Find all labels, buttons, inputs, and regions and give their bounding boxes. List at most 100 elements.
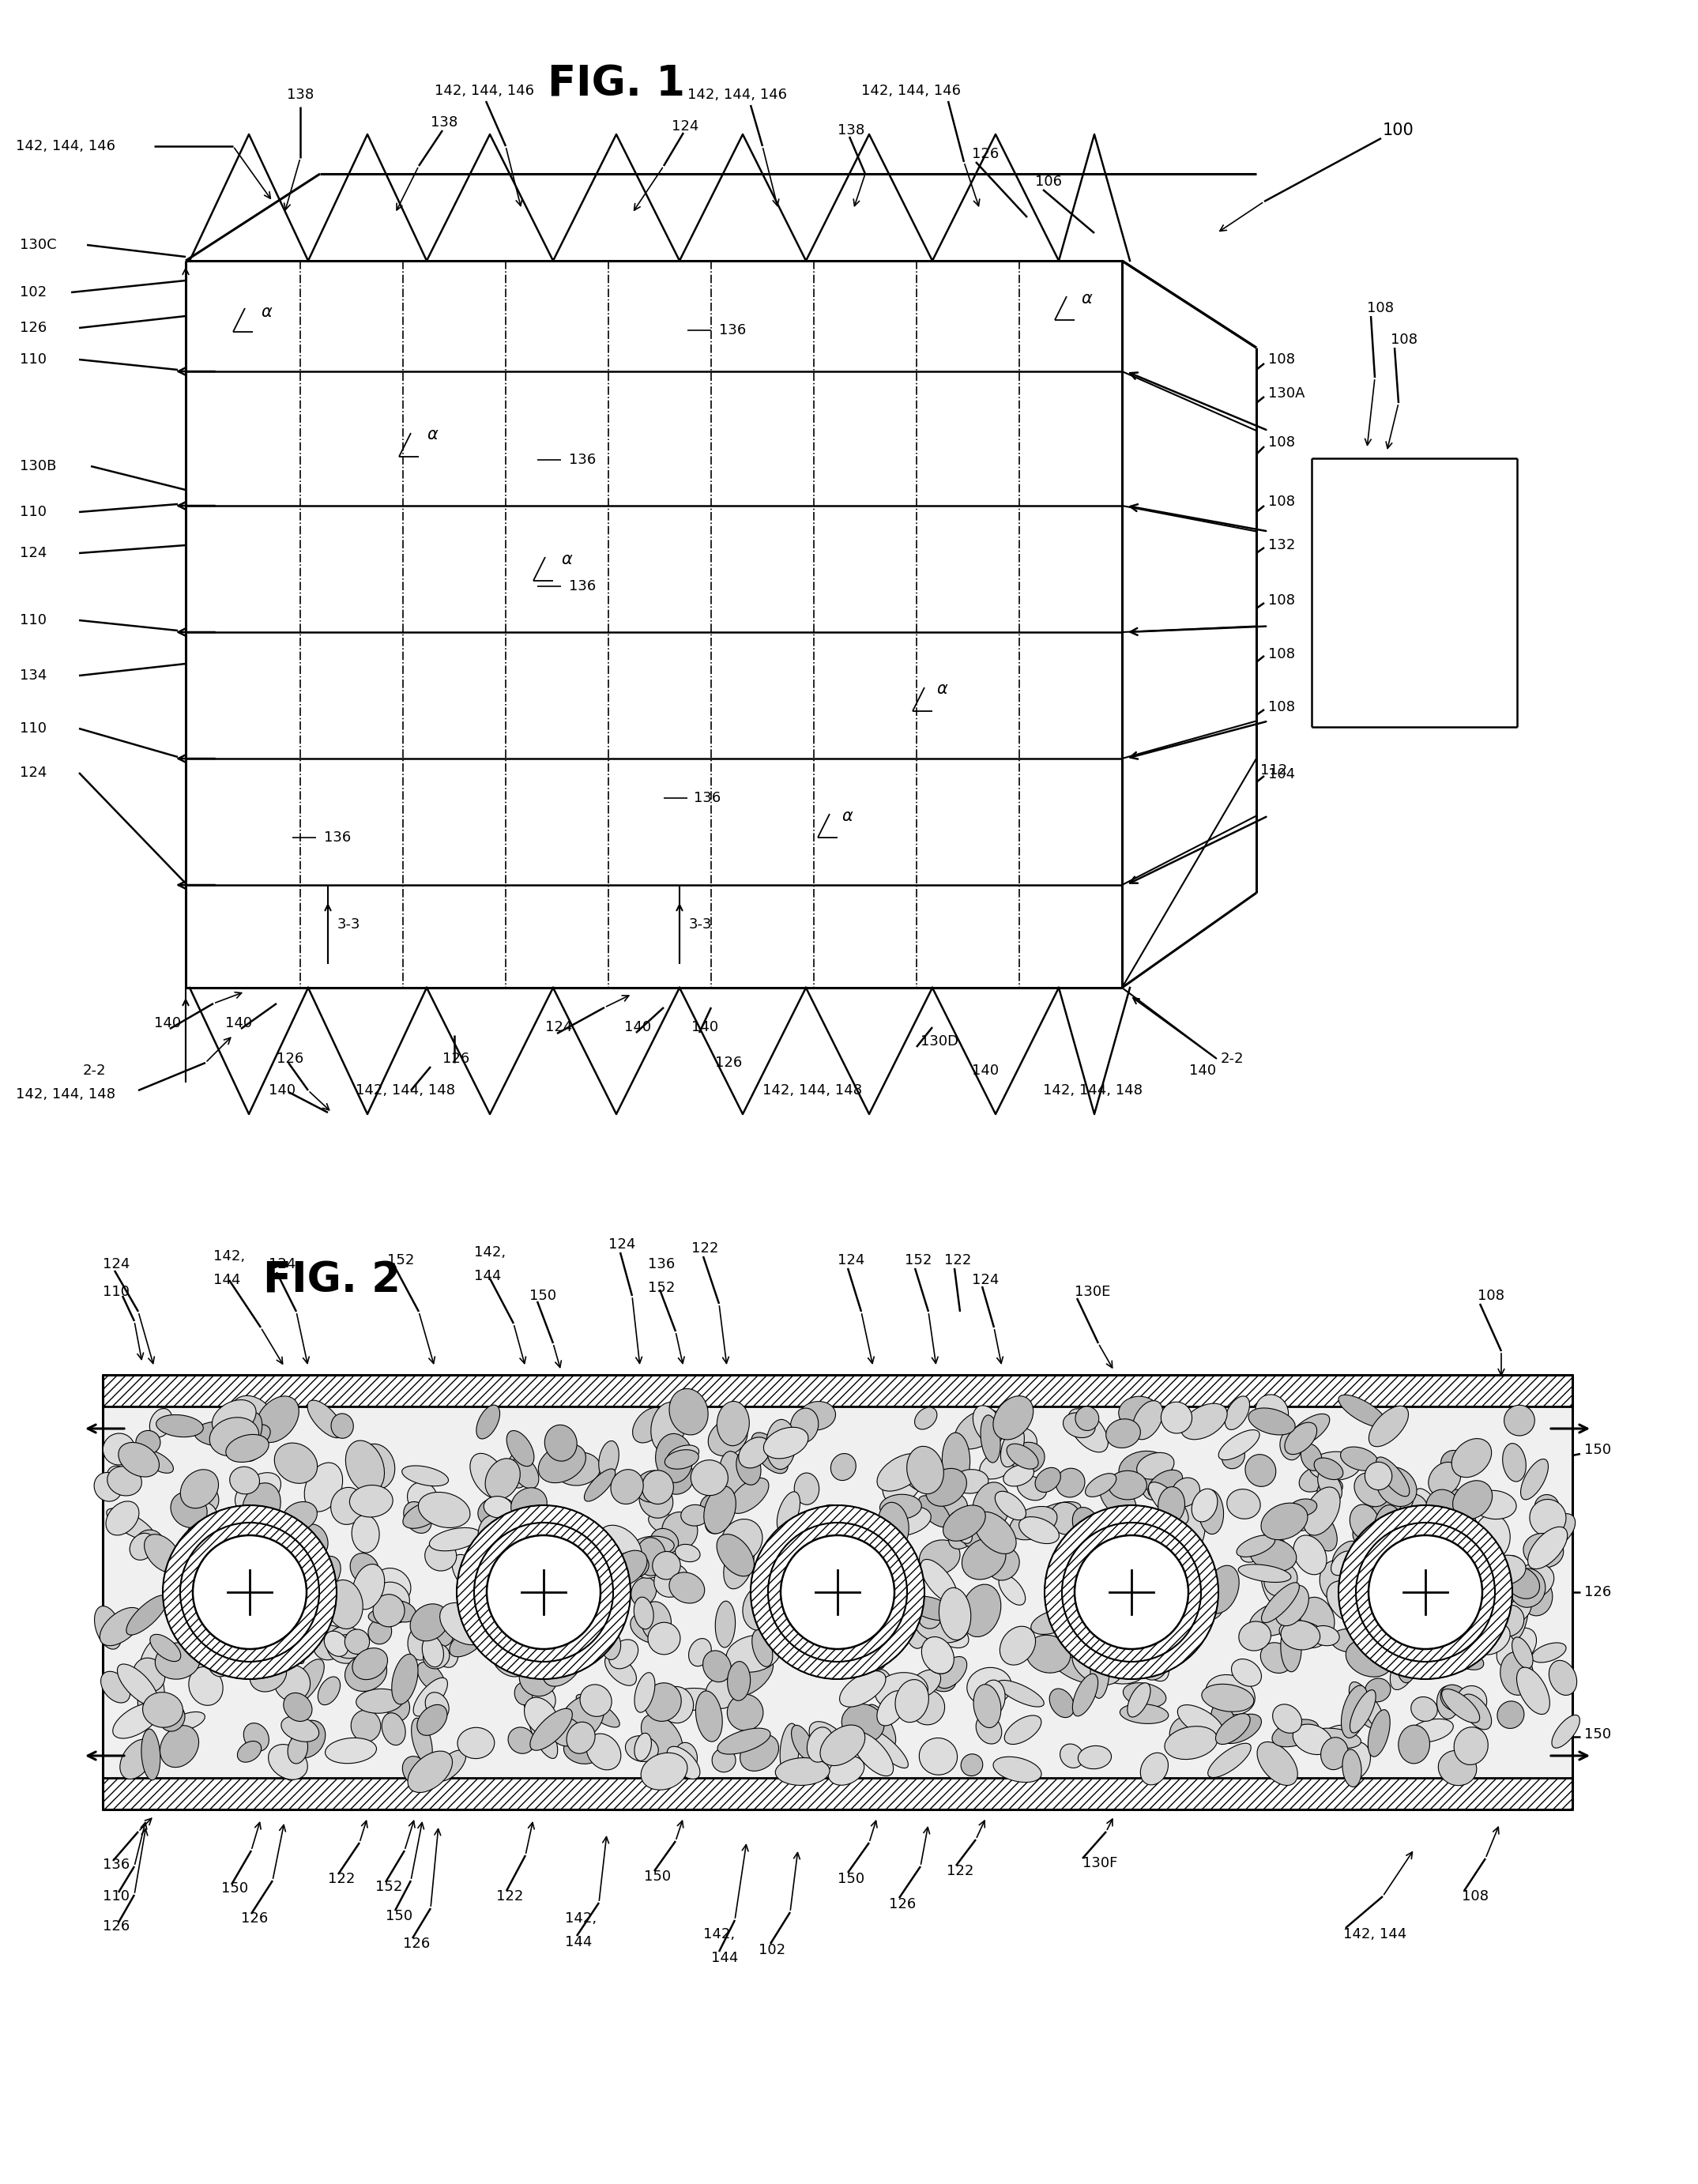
Ellipse shape	[1462, 1695, 1491, 1730]
Ellipse shape	[567, 1721, 594, 1754]
Ellipse shape	[1338, 1572, 1360, 1605]
Ellipse shape	[976, 1714, 1002, 1743]
Ellipse shape	[1347, 1640, 1392, 1677]
Text: 130E: 130E	[1075, 1284, 1110, 1299]
Ellipse shape	[632, 1577, 657, 1605]
Ellipse shape	[209, 1417, 258, 1457]
Text: 124: 124	[971, 1273, 998, 1286]
Ellipse shape	[874, 1669, 895, 1701]
Ellipse shape	[751, 1433, 788, 1474]
Ellipse shape	[953, 1470, 988, 1494]
Ellipse shape	[424, 1618, 458, 1666]
Ellipse shape	[1127, 1684, 1151, 1717]
Text: 136: 136	[324, 830, 351, 845]
Text: 124: 124	[20, 546, 48, 561]
Ellipse shape	[136, 1431, 160, 1455]
Ellipse shape	[1068, 1638, 1097, 1664]
Ellipse shape	[1333, 1542, 1358, 1568]
Text: 102: 102	[20, 286, 48, 299]
Ellipse shape	[883, 1507, 931, 1535]
Ellipse shape	[209, 1572, 234, 1594]
Ellipse shape	[538, 1444, 586, 1483]
Ellipse shape	[1396, 1612, 1413, 1642]
Ellipse shape	[961, 1754, 983, 1776]
Ellipse shape	[1528, 1527, 1567, 1568]
Circle shape	[180, 1522, 319, 1662]
Text: 136: 136	[694, 791, 720, 806]
Ellipse shape	[100, 1671, 131, 1704]
Ellipse shape	[791, 1725, 813, 1760]
Ellipse shape	[786, 1577, 807, 1607]
Ellipse shape	[521, 1651, 543, 1671]
Ellipse shape	[287, 1734, 307, 1765]
Ellipse shape	[1051, 1655, 1099, 1684]
Ellipse shape	[1503, 1444, 1527, 1481]
Ellipse shape	[231, 1396, 275, 1437]
Ellipse shape	[402, 1465, 448, 1485]
Ellipse shape	[1511, 1564, 1554, 1601]
Ellipse shape	[166, 1551, 200, 1588]
Ellipse shape	[508, 1450, 531, 1487]
Ellipse shape	[1109, 1470, 1146, 1500]
Ellipse shape	[703, 1651, 732, 1682]
Ellipse shape	[525, 1697, 557, 1736]
Ellipse shape	[112, 1704, 160, 1738]
Ellipse shape	[1010, 1629, 1029, 1662]
Ellipse shape	[667, 1688, 718, 1710]
Ellipse shape	[601, 1631, 621, 1660]
Ellipse shape	[1279, 1621, 1326, 1649]
Ellipse shape	[822, 1570, 847, 1594]
Ellipse shape	[307, 1400, 343, 1437]
Ellipse shape	[1369, 1406, 1408, 1446]
Circle shape	[163, 1505, 336, 1679]
Ellipse shape	[324, 1631, 348, 1655]
Ellipse shape	[1099, 1603, 1131, 1621]
Ellipse shape	[411, 1719, 433, 1762]
Ellipse shape	[236, 1437, 261, 1461]
Text: FIG. 1: FIG. 1	[547, 63, 684, 105]
Ellipse shape	[1326, 1581, 1372, 1625]
Ellipse shape	[353, 1649, 387, 1679]
Ellipse shape	[1343, 1749, 1362, 1787]
Ellipse shape	[1073, 1673, 1099, 1717]
Ellipse shape	[1380, 1533, 1409, 1562]
Ellipse shape	[1353, 1518, 1389, 1548]
Ellipse shape	[980, 1450, 1015, 1479]
Ellipse shape	[1255, 1396, 1289, 1431]
Ellipse shape	[1452, 1439, 1491, 1476]
Ellipse shape	[1127, 1535, 1156, 1577]
Ellipse shape	[1399, 1725, 1430, 1762]
Ellipse shape	[346, 1441, 384, 1492]
Ellipse shape	[477, 1404, 499, 1439]
Ellipse shape	[1275, 1586, 1309, 1625]
Ellipse shape	[428, 1623, 453, 1647]
Ellipse shape	[402, 1503, 443, 1529]
Ellipse shape	[954, 1409, 1002, 1448]
Ellipse shape	[640, 1754, 688, 1791]
Ellipse shape	[326, 1738, 377, 1762]
Ellipse shape	[1248, 1409, 1296, 1435]
Ellipse shape	[408, 1752, 452, 1793]
Ellipse shape	[1457, 1686, 1487, 1717]
Ellipse shape	[1474, 1614, 1493, 1636]
Ellipse shape	[107, 1509, 155, 1540]
Text: 150: 150	[1584, 1444, 1611, 1457]
Ellipse shape	[1387, 1485, 1414, 1520]
Ellipse shape	[633, 1597, 654, 1629]
Ellipse shape	[508, 1728, 535, 1754]
Ellipse shape	[919, 1496, 951, 1527]
Ellipse shape	[183, 1481, 219, 1514]
Ellipse shape	[1535, 1494, 1559, 1518]
Ellipse shape	[610, 1640, 638, 1669]
Text: 142,: 142,	[474, 1245, 506, 1260]
Ellipse shape	[681, 1505, 708, 1527]
Ellipse shape	[226, 1435, 268, 1461]
Ellipse shape	[1010, 1441, 1044, 1474]
Ellipse shape	[900, 1675, 925, 1704]
Ellipse shape	[1170, 1616, 1209, 1642]
Ellipse shape	[662, 1511, 698, 1548]
Text: 3-3: 3-3	[338, 917, 360, 933]
Ellipse shape	[649, 1514, 688, 1538]
Ellipse shape	[1496, 1627, 1537, 1669]
Ellipse shape	[1292, 1723, 1333, 1754]
